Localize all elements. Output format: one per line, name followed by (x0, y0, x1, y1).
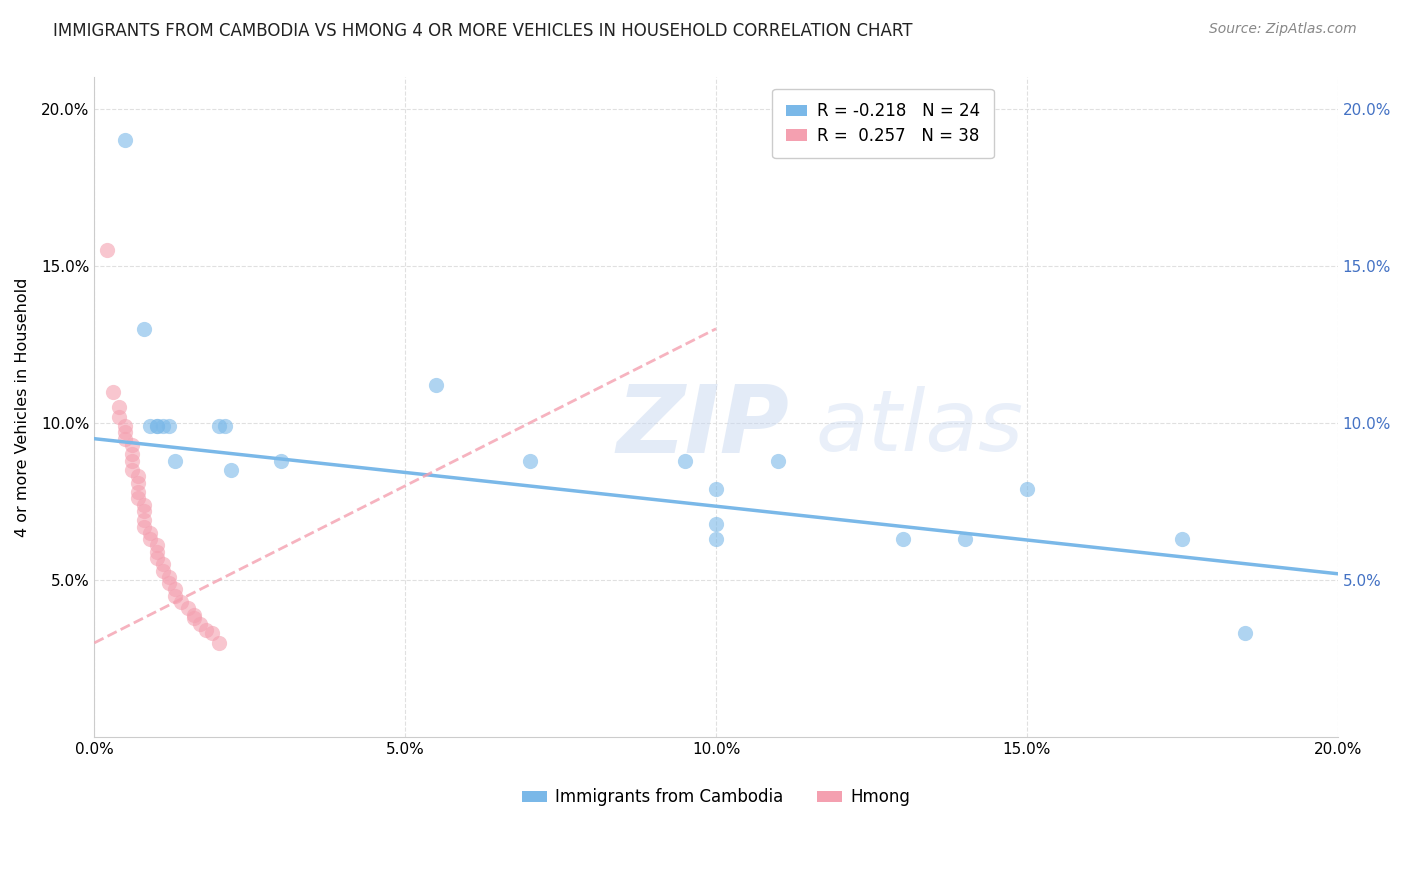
Point (132, 519, 155, 533)
Point (208, 636, 231, 650)
Text: atlas: atlas (815, 385, 1024, 468)
Point (953, 532, 976, 546)
Point (704, 482, 727, 496)
Point (132, 513, 155, 527)
Point (139, 525, 162, 540)
Point (152, 419, 174, 434)
Point (145, 539, 167, 553)
Point (704, 516, 727, 531)
Legend: Immigrants from Cambodia, Hmong: Immigrants from Cambodia, Hmong (516, 781, 917, 814)
Point (96, 244, 118, 258)
Point (127, 485, 149, 500)
Point (132, 322, 155, 336)
Point (101, 384, 124, 399)
Point (121, 463, 143, 477)
Point (132, 498, 155, 512)
Point (139, 532, 162, 546)
Point (127, 491, 149, 506)
Point (139, 419, 162, 434)
Point (114, 419, 136, 434)
Point (270, 453, 292, 467)
Point (1233, 626, 1256, 640)
Point (219, 463, 242, 477)
Text: ZIP: ZIP (617, 381, 789, 473)
Point (114, 133, 136, 147)
Point (188, 617, 211, 632)
Point (121, 447, 143, 461)
Point (157, 419, 180, 434)
Point (157, 576, 180, 591)
Point (183, 607, 205, 622)
Point (425, 378, 447, 392)
Y-axis label: 4 or more Vehicles in Household: 4 or more Vehicles in Household (15, 277, 30, 537)
Point (1171, 532, 1194, 546)
Point (195, 624, 218, 638)
Point (145, 419, 167, 434)
Point (152, 558, 174, 572)
Point (121, 453, 143, 467)
Point (145, 419, 167, 434)
Point (176, 601, 198, 615)
Point (145, 545, 167, 559)
Point (170, 595, 193, 609)
Point (214, 419, 236, 434)
Point (127, 475, 149, 490)
Point (704, 532, 727, 546)
Point (121, 438, 143, 452)
Point (145, 551, 167, 566)
Point (201, 626, 224, 640)
Point (108, 401, 131, 415)
Point (152, 564, 174, 578)
Point (165, 453, 187, 467)
Point (127, 469, 149, 483)
Point (114, 432, 136, 446)
Point (208, 419, 231, 434)
Point (519, 453, 541, 467)
Point (157, 570, 180, 584)
Point (673, 453, 696, 467)
Text: IMMIGRANTS FROM CAMBODIA VS HMONG 4 OR MORE VEHICLES IN HOUSEHOLD CORRELATION CH: IMMIGRANTS FROM CAMBODIA VS HMONG 4 OR M… (53, 22, 912, 40)
Point (768, 453, 790, 467)
Point (165, 589, 187, 603)
Point (1015, 482, 1038, 496)
Point (114, 425, 136, 440)
Point (108, 409, 131, 424)
Point (165, 582, 187, 597)
Point (891, 532, 914, 546)
Text: Source: ZipAtlas.com: Source: ZipAtlas.com (1209, 22, 1357, 37)
Point (132, 504, 155, 518)
Point (183, 611, 205, 625)
